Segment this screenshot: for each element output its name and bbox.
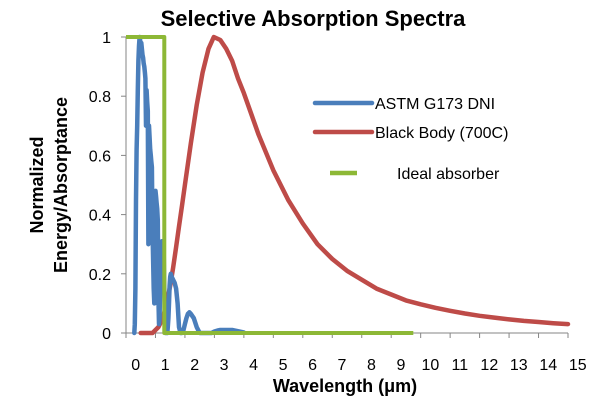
x-tick-label: 2 bbox=[190, 357, 199, 374]
chart-title: Selective Absorption Spectra bbox=[161, 6, 467, 31]
legend-label: Black Body (700C) bbox=[375, 125, 508, 142]
series-line-astm-g173-dni bbox=[132, 34, 247, 336]
legend: ASTM G173 DNI Black Body (700C) Ideal abso… bbox=[312, 96, 508, 183]
x-axis-title: Wavelength (μm) bbox=[273, 376, 417, 396]
x-tick-label: 1 bbox=[161, 357, 170, 374]
x-tick-label: 6 bbox=[308, 357, 317, 374]
y-tick-label: 0.2 bbox=[89, 267, 111, 284]
y-axis-title: Normalized Energy/Absorptance bbox=[27, 97, 71, 273]
legend-label: ASTM G173 DNI bbox=[375, 96, 495, 113]
y-ticks: 0 0.2 0.4 0.6 0.8 1 bbox=[89, 30, 126, 343]
y-axis-title-line: Normalized bbox=[27, 136, 47, 233]
x-tick-label: 3 bbox=[220, 357, 229, 374]
y-tick-label: 0.8 bbox=[89, 89, 111, 106]
x-tick-label: 0 bbox=[131, 357, 140, 374]
x-tick-label: 7 bbox=[338, 357, 347, 374]
x-tick-label: 10 bbox=[422, 357, 440, 374]
x-tick-label: 5 bbox=[279, 357, 288, 374]
x-tick-label: 14 bbox=[539, 357, 557, 374]
x-tick-label: 13 bbox=[510, 357, 528, 374]
y-tick-label: 0 bbox=[102, 326, 111, 343]
x-tick-label: 9 bbox=[396, 357, 405, 374]
x-tick-label: 15 bbox=[569, 357, 587, 374]
x-tick-label: 11 bbox=[452, 357, 469, 374]
series-layer bbox=[126, 34, 571, 336]
x-ticks: 0 1 2 3 4 5 6 7 8 9 10 11 12 13 14 15 bbox=[125, 333, 587, 374]
y-tick-label: 1 bbox=[102, 30, 111, 47]
x-tick-label: 8 bbox=[367, 357, 376, 374]
y-tick-label: 0.4 bbox=[89, 208, 111, 225]
x-tick-label: 12 bbox=[480, 357, 498, 374]
y-axis-title-line: Energy/Absorptance bbox=[51, 97, 71, 273]
x-tick-label: 4 bbox=[249, 357, 258, 374]
y-tick-label: 0.6 bbox=[89, 148, 111, 165]
series-line-ideal-absorber bbox=[126, 35, 414, 335]
legend-label: Ideal absorber bbox=[397, 166, 500, 183]
series-line-black-body bbox=[138, 34, 571, 336]
